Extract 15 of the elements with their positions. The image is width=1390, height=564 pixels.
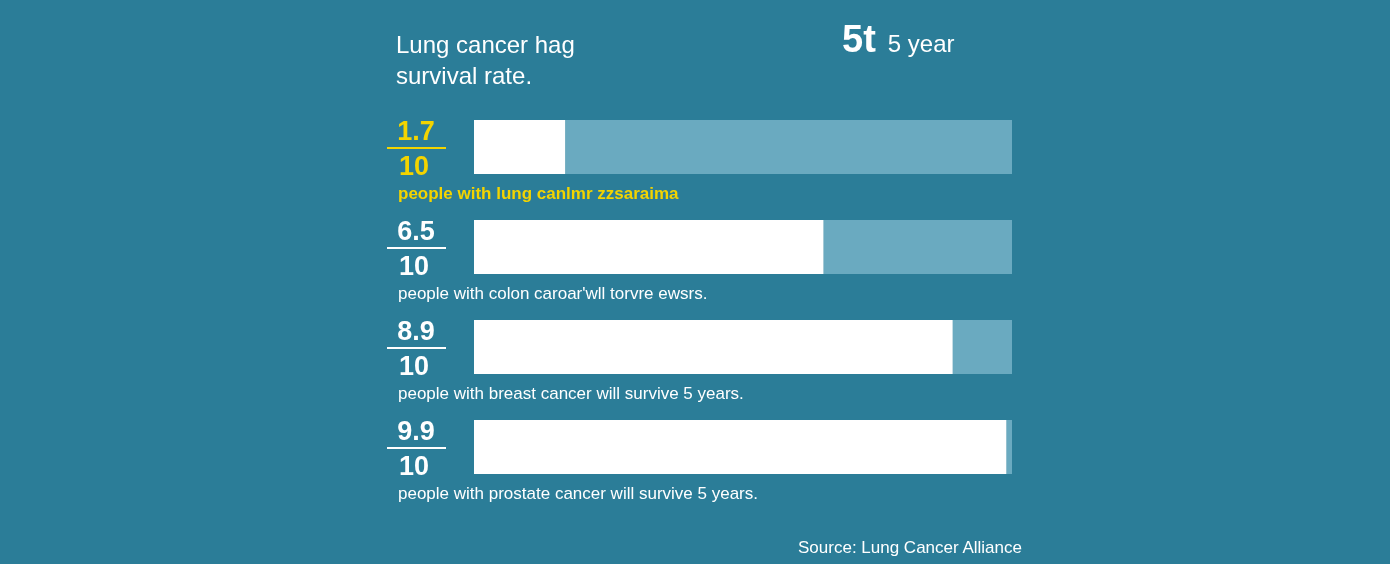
y-tick-label: people with prostate cancer will survive 5 years.	[398, 484, 758, 503]
total-label: 10	[398, 251, 430, 281]
data-label: 8.9	[397, 316, 435, 346]
chart-title: Lung cancer hag survival rate.	[396, 31, 575, 89]
y-tick-label: people with breast cancer will survive 5 years.	[398, 384, 744, 403]
total-label: 10	[398, 351, 430, 381]
total-label: 10	[398, 451, 430, 481]
data-label: 9.9	[397, 416, 435, 446]
total-label: 10	[398, 151, 430, 181]
y-tick-label: people with colon caroar'wll torvre ewsrs.	[398, 284, 708, 303]
y-tick-label: people with lung canlmr zzsaraima	[398, 184, 680, 203]
annotation: Source: Lung Cancer Alliance	[798, 538, 1022, 557]
chart-subtitle: 5t 5 year	[842, 18, 955, 60]
data-label: 1.7	[397, 116, 435, 146]
data-label: 6.5	[397, 216, 435, 246]
